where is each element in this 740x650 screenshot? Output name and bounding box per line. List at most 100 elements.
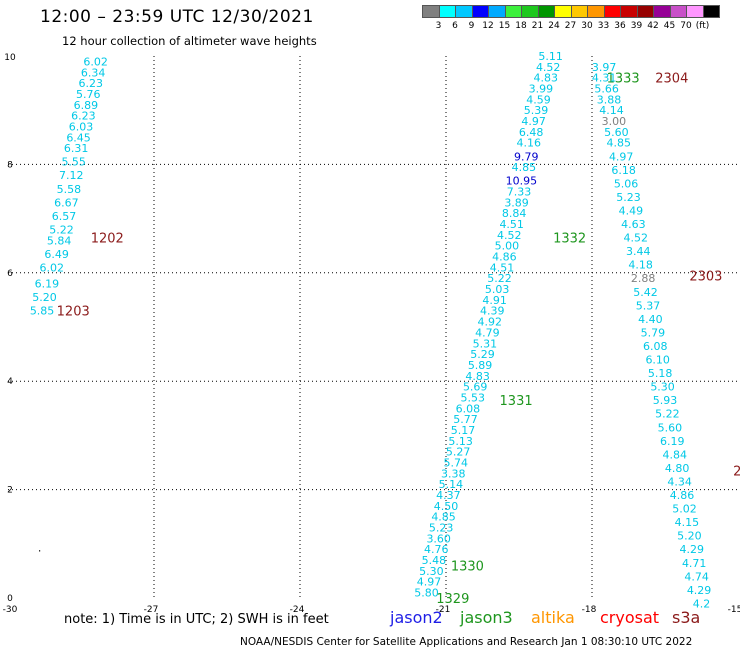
track-pass-label: 1203 [57, 305, 90, 320]
colorbar-label: 24 [548, 21, 560, 31]
wave-height-value: 3.44 [626, 245, 651, 258]
wave-height-value: 5.55 [61, 156, 86, 169]
wave-height-value: 2.88 [631, 272, 656, 285]
wave-height-value: 5.42 [633, 286, 658, 299]
wave-height-value: 5.39 [524, 104, 549, 117]
legend-jason2: jason2 [390, 608, 443, 627]
colorbar-label: 33 [597, 21, 610, 31]
wave-height-value: 6.10 [645, 354, 670, 367]
wave-height-value: 4.83 [465, 370, 490, 383]
wave-height-value: 5.89 [468, 359, 493, 372]
wave-height-value: 5.77 [453, 413, 478, 426]
wave-height-value: 4.31 [592, 72, 617, 85]
wave-height-value: 4.97 [417, 576, 442, 589]
colorbar-label: 6 [452, 21, 458, 31]
wave-height-value: 4.14 [599, 104, 624, 117]
wave-height-value: 4.84 [662, 448, 687, 461]
x-tick-label: -15 [728, 605, 740, 615]
wave-height-value: 6.03 [69, 120, 94, 133]
wave-height-value: 6.23 [71, 110, 96, 123]
wave-height-value: 4.85 [431, 511, 456, 524]
y-tick-label: 4 [7, 377, 13, 387]
x-tick-label: -30 [3, 605, 18, 615]
colorbar-label: 42 [647, 21, 659, 31]
wave-height-value: 5.22 [49, 223, 74, 236]
legend-s3a: s3a [672, 608, 701, 627]
wave-height-value: 5.85 [30, 305, 55, 318]
wave-height-value: 4.15 [675, 516, 700, 529]
wave-height-value: 5.60 [658, 421, 683, 434]
wave-height-value: 5.18 [648, 367, 673, 380]
wave-height-value: 9.79 [514, 150, 539, 163]
x-tick-label: -21 [436, 605, 451, 615]
wave-height-value: 4.29 [687, 584, 712, 597]
wave-height-value: 6.18 [611, 164, 636, 177]
track-pass-label: 2304 [655, 72, 688, 87]
wave-height-value: 7.33 [507, 186, 532, 199]
wave-height-value: 4.2 [693, 597, 711, 610]
wave-height-value: 4.34 [667, 475, 692, 488]
legend-altika: altika [531, 608, 575, 627]
colorbar-label: 36 [614, 21, 626, 31]
wave-height-value: 6.02 [40, 261, 65, 274]
wave-height-value: 5.11 [538, 50, 563, 63]
wave-height-value: 6.49 [44, 248, 69, 261]
wave-height-value: 5.74 [443, 457, 468, 470]
wave-height-value: 5.23 [429, 522, 454, 535]
wave-height-value: 5.30 [419, 565, 444, 578]
wave-height-value: 5.69 [463, 381, 488, 394]
wave-height-value: 4.76 [424, 543, 449, 556]
track-pass-label: 1331 [500, 394, 533, 409]
wave-height-value: 5.02 [672, 503, 697, 516]
wave-height-value: 6.08 [456, 402, 481, 415]
wave-height-value: 6.48 [519, 126, 544, 139]
wave-height-value: 4.37 [436, 489, 461, 502]
legend-jason3: jason3 [460, 608, 513, 627]
wave-height-value: 5.30 [650, 381, 675, 394]
wave-height-value: 3.00 [602, 115, 627, 128]
wave-height-value: 5.37 [636, 299, 661, 312]
wave-height-value: 6.08 [643, 340, 668, 353]
y-tick-label: 10 [4, 53, 16, 63]
wave-height-value: 6.89 [74, 99, 99, 112]
wave-height-value: 4.29 [680, 543, 705, 556]
wave-height-value: 4.59 [526, 93, 551, 106]
colorbar-label: 30 [581, 21, 593, 31]
y-tick-label: 0 [7, 594, 13, 604]
wave-height-value: 10.95 [506, 175, 538, 188]
wave-height-value: 4.52 [497, 229, 522, 242]
wave-height-value: 5.13 [448, 435, 473, 448]
colorbar-label: (ft) [695, 21, 710, 31]
x-tick-label: -24 [290, 605, 305, 615]
wave-height-value: 5.22 [487, 272, 512, 285]
wave-height-value: 6.57 [52, 210, 77, 223]
wave-height-value: 6.31 [64, 142, 89, 155]
colorbar-labels: 3 6 9 12 15 18 21 24 27 30 33 36 39 42 45 70 (ft) [422, 21, 740, 35]
wave-height-value: 6.34 [81, 66, 106, 79]
wave-height-value: 5.20 [677, 530, 702, 543]
wave-height-value: 5.29 [470, 348, 495, 361]
wave-height-value: 5.79 [641, 326, 666, 339]
wave-height-value: 4.86 [492, 251, 517, 264]
wave-height-value: 4.74 [684, 570, 709, 583]
wave-height-value: 4.52 [536, 61, 561, 74]
stray-mark: · [38, 545, 42, 558]
chart-title: 12:00 – 23:59 UTC 12/30/2021 [40, 7, 314, 27]
y-tick-label: 6 [7, 269, 13, 279]
wave-height-value: 8.84 [502, 207, 527, 220]
wave-height-value: 5.23 [616, 191, 641, 204]
y-tick-label: 8 [7, 160, 13, 170]
units-note: note: 1) Time is in UTC; 2) SWH is in fe… [64, 612, 329, 627]
wave-height-value: 3.38 [441, 467, 466, 480]
wave-height-value: 4.18 [628, 259, 653, 272]
wave-height-value: 4.85 [607, 137, 632, 150]
wave-height-value: 4.97 [609, 150, 634, 163]
wave-height-value: 4.50 [434, 500, 459, 513]
wave-height-value: 5.03 [485, 283, 510, 296]
wave-height-value: 5.80 [414, 587, 439, 600]
wave-height-value: 3.88 [597, 93, 622, 106]
wave-height-value: 6.23 [78, 77, 103, 90]
wave-height-value: 5.27 [446, 446, 471, 459]
wave-height-value: 4.80 [665, 462, 690, 475]
legend-cryosat: cryosat [600, 608, 660, 627]
